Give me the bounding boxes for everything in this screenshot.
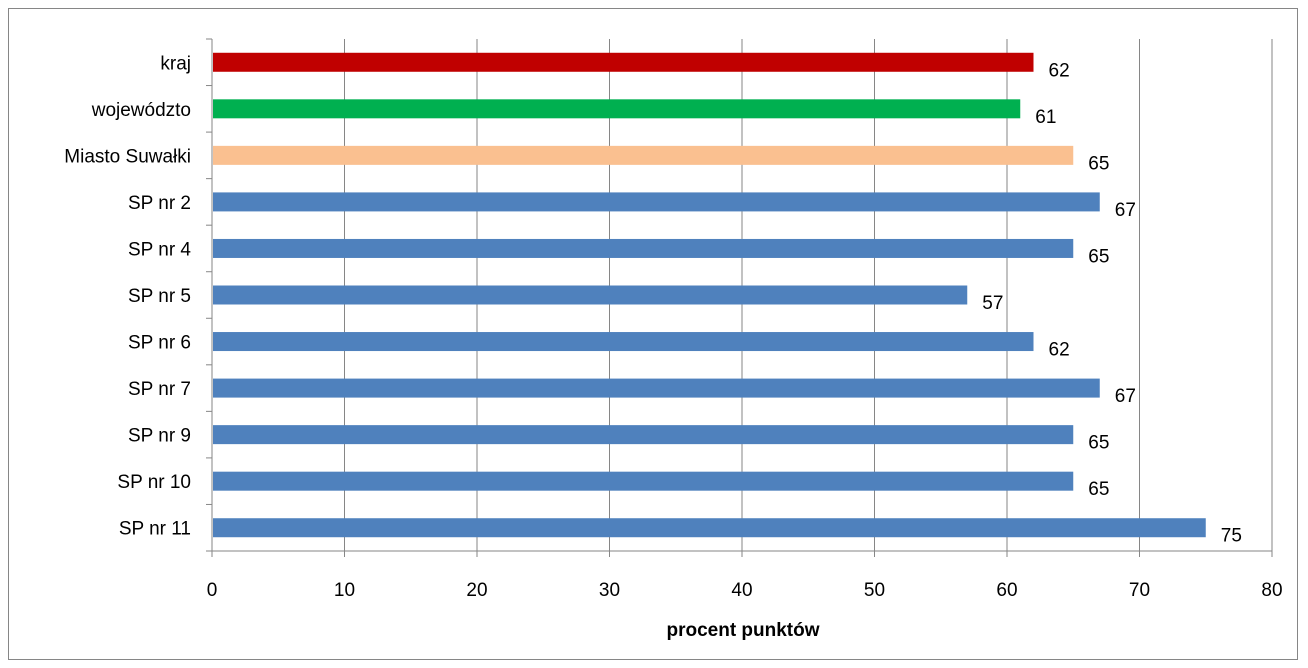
category-label: SP nr 5 bbox=[128, 286, 191, 307]
bar bbox=[213, 425, 1074, 445]
value-label: 62 bbox=[1049, 340, 1070, 361]
bar bbox=[213, 518, 1206, 538]
value-label: 75 bbox=[1221, 526, 1242, 547]
x-tick-label: 60 bbox=[996, 580, 1017, 601]
bar bbox=[213, 285, 968, 305]
axes bbox=[206, 38, 1273, 557]
bar bbox=[213, 52, 1034, 72]
bar bbox=[213, 192, 1100, 212]
category-label: kraj bbox=[160, 53, 191, 74]
x-tick-label: 20 bbox=[466, 580, 487, 601]
category-label: województo bbox=[91, 100, 191, 121]
x-tick-label: 30 bbox=[599, 580, 620, 601]
category-label: SP nr 9 bbox=[128, 426, 191, 447]
value-label: 67 bbox=[1115, 200, 1136, 221]
bar bbox=[213, 471, 1074, 491]
labels: 0 10 20 30 40 50 60 70 80 kraj 62 województo 61 Miast… bbox=[64, 53, 1282, 601]
category-label: SP nr 7 bbox=[128, 379, 191, 400]
category-label: SP nr 11 bbox=[119, 519, 191, 540]
value-label: 67 bbox=[1115, 386, 1136, 407]
value-label: 57 bbox=[982, 293, 1003, 314]
value-label: 61 bbox=[1035, 107, 1056, 128]
category-label: SP nr 6 bbox=[128, 333, 191, 354]
x-tick-label: 70 bbox=[1129, 580, 1150, 601]
x-tick-label: 50 bbox=[864, 580, 885, 601]
bar bbox=[213, 99, 1021, 119]
x-tick-label: 80 bbox=[1261, 580, 1282, 601]
value-label: 62 bbox=[1049, 60, 1070, 81]
x-tick-label: 10 bbox=[334, 580, 355, 601]
value-label: 65 bbox=[1088, 246, 1109, 267]
value-label: 65 bbox=[1088, 479, 1109, 500]
category-label: Miasto Suwałki bbox=[64, 146, 191, 167]
bar bbox=[213, 145, 1074, 165]
category-label: SP nr 4 bbox=[128, 239, 191, 260]
bars bbox=[213, 52, 1206, 538]
x-tick-label: 0 bbox=[207, 580, 218, 601]
bar bbox=[213, 238, 1074, 258]
bar bbox=[213, 332, 1034, 352]
bar bbox=[213, 378, 1100, 398]
x-axis-title: procent punktów bbox=[666, 620, 819, 641]
category-label: SP nr 10 bbox=[117, 472, 191, 493]
value-label: 65 bbox=[1088, 433, 1109, 454]
x-tick-label: 40 bbox=[731, 580, 752, 601]
category-label: SP nr 2 bbox=[128, 193, 191, 214]
value-label: 65 bbox=[1088, 153, 1109, 174]
